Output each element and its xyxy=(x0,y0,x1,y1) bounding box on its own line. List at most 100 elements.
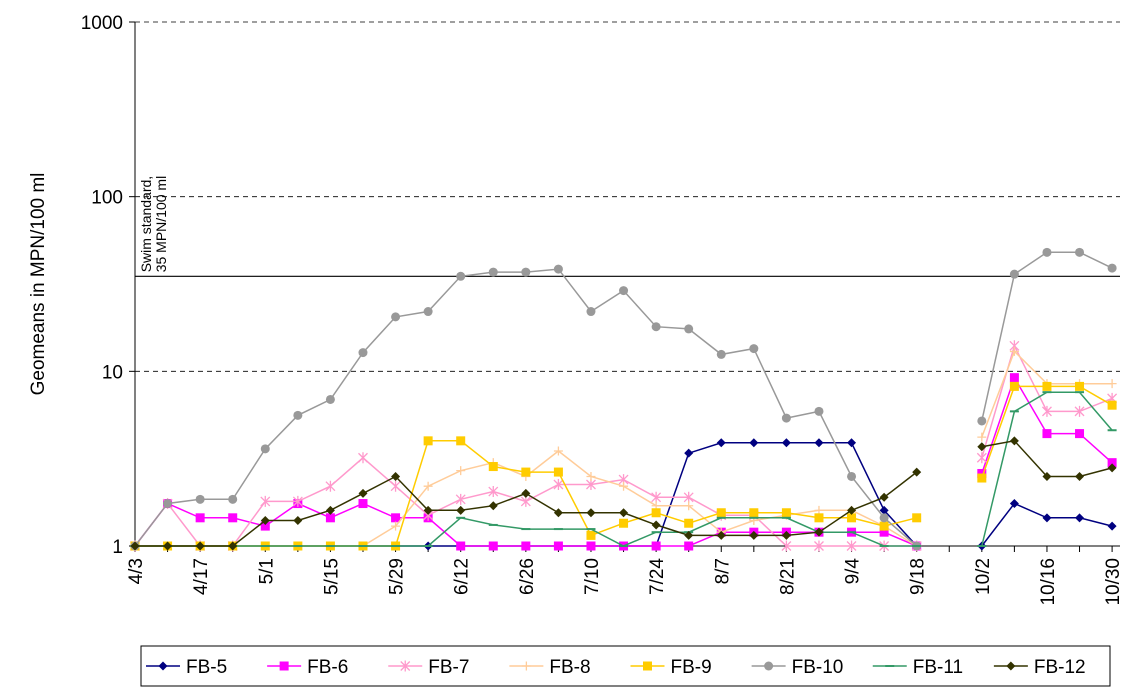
marker xyxy=(553,264,563,274)
marker xyxy=(619,508,629,518)
marker xyxy=(391,545,401,547)
marker xyxy=(651,508,661,518)
marker xyxy=(521,661,531,671)
marker xyxy=(684,530,694,540)
marker xyxy=(488,267,498,277)
x-tick-label: 5/15 xyxy=(321,558,342,595)
marker xyxy=(716,438,726,448)
reference-label: Swim standard, xyxy=(138,176,154,272)
marker xyxy=(1042,513,1052,523)
x-tick-label: 10/16 xyxy=(1038,558,1059,606)
x-tick-label: 7/24 xyxy=(647,558,668,595)
marker xyxy=(619,518,629,528)
marker xyxy=(1074,405,1085,417)
marker xyxy=(195,513,205,523)
marker xyxy=(358,499,368,509)
marker xyxy=(358,545,368,547)
marker xyxy=(553,508,563,518)
marker xyxy=(847,531,857,534)
marker xyxy=(716,516,726,519)
marker xyxy=(1042,391,1052,394)
marker xyxy=(1107,463,1117,473)
marker xyxy=(456,436,466,446)
marker xyxy=(521,488,531,498)
marker xyxy=(1075,471,1085,481)
marker xyxy=(619,545,629,547)
marker xyxy=(683,491,694,503)
marker xyxy=(456,541,466,551)
marker xyxy=(293,545,303,547)
marker xyxy=(1009,346,1019,356)
y-tick-label: 100 xyxy=(91,188,123,209)
marker xyxy=(1042,381,1052,391)
legend-label: FB-9 xyxy=(671,657,712,678)
marker xyxy=(764,661,774,671)
y-tick-label: 1000 xyxy=(81,13,123,34)
marker xyxy=(1009,381,1019,391)
marker xyxy=(781,508,791,518)
marker xyxy=(684,324,694,334)
marker xyxy=(1042,429,1052,439)
marker xyxy=(586,541,596,551)
marker xyxy=(521,541,531,551)
x-tick-label: 10/2 xyxy=(973,558,994,595)
marker xyxy=(781,438,791,448)
marker xyxy=(1075,429,1085,439)
marker xyxy=(260,444,270,454)
marker xyxy=(553,446,563,456)
legend-label: FB-7 xyxy=(428,657,469,678)
marker xyxy=(553,478,564,490)
marker xyxy=(716,349,726,359)
marker xyxy=(293,410,303,420)
marker xyxy=(879,545,889,547)
marker xyxy=(1107,263,1117,273)
marker xyxy=(1042,471,1052,481)
marker xyxy=(651,322,661,332)
marker xyxy=(423,505,433,515)
marker xyxy=(651,491,662,503)
marker xyxy=(976,452,987,464)
x-tick-label: 10/30 xyxy=(1103,558,1124,606)
marker xyxy=(651,541,661,551)
marker xyxy=(423,545,433,547)
marker xyxy=(814,406,824,416)
marker xyxy=(293,515,303,525)
marker xyxy=(781,530,791,540)
marker xyxy=(879,521,889,531)
marker xyxy=(279,661,289,671)
marker xyxy=(325,480,336,492)
marker xyxy=(643,661,652,671)
marker xyxy=(260,521,270,531)
legend-label: FB-11 xyxy=(913,657,963,678)
legend-label: FB-8 xyxy=(549,657,590,678)
marker xyxy=(325,513,335,523)
y-tick-label: 1 xyxy=(112,537,123,558)
marker xyxy=(1075,513,1085,523)
marker xyxy=(358,452,368,464)
marker xyxy=(228,541,238,551)
marker xyxy=(781,540,792,552)
marker xyxy=(977,416,987,426)
marker xyxy=(456,271,466,281)
series-line xyxy=(135,442,1113,547)
x-tick-label: 6/12 xyxy=(452,558,473,595)
marker xyxy=(651,531,661,534)
marker xyxy=(885,665,895,667)
y-tick-label: 10 xyxy=(102,362,123,383)
marker xyxy=(847,471,857,481)
marker xyxy=(977,442,987,452)
marker xyxy=(847,438,857,448)
x-tick-label: 7/10 xyxy=(582,558,603,595)
marker xyxy=(879,492,889,502)
marker xyxy=(260,495,271,507)
marker xyxy=(1042,247,1052,257)
marker xyxy=(423,307,433,317)
marker xyxy=(1042,405,1052,417)
marker xyxy=(1107,379,1117,389)
marker xyxy=(912,513,922,523)
marker xyxy=(456,505,466,515)
marker xyxy=(1075,381,1085,391)
marker xyxy=(1009,269,1019,279)
marker xyxy=(619,286,629,296)
marker xyxy=(716,530,726,540)
